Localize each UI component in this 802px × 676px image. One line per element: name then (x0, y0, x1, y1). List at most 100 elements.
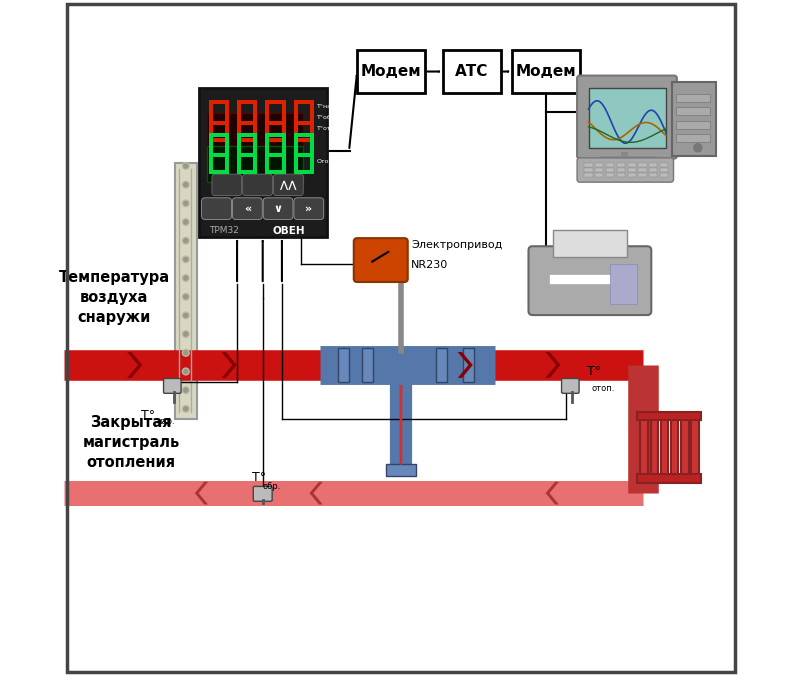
Circle shape (182, 163, 189, 170)
FancyBboxPatch shape (660, 163, 668, 167)
FancyBboxPatch shape (606, 168, 614, 172)
FancyBboxPatch shape (354, 238, 407, 282)
FancyBboxPatch shape (577, 158, 674, 182)
FancyBboxPatch shape (294, 153, 314, 158)
FancyBboxPatch shape (650, 174, 658, 177)
Polygon shape (195, 482, 208, 504)
FancyBboxPatch shape (209, 120, 229, 124)
FancyBboxPatch shape (310, 105, 314, 121)
FancyBboxPatch shape (265, 153, 286, 158)
Text: T°: T° (141, 409, 155, 422)
Text: Электропривод: Электропривод (411, 240, 503, 250)
FancyBboxPatch shape (691, 419, 699, 477)
Circle shape (184, 220, 188, 224)
FancyBboxPatch shape (225, 137, 229, 154)
FancyBboxPatch shape (209, 124, 213, 138)
Circle shape (182, 312, 189, 319)
FancyBboxPatch shape (294, 158, 298, 171)
Circle shape (182, 406, 189, 412)
FancyBboxPatch shape (294, 137, 314, 141)
Text: Т°отоп.: Т°отоп. (317, 126, 341, 131)
FancyBboxPatch shape (209, 137, 229, 141)
FancyBboxPatch shape (638, 163, 646, 167)
FancyBboxPatch shape (436, 348, 447, 382)
FancyBboxPatch shape (617, 168, 625, 172)
FancyBboxPatch shape (209, 153, 229, 158)
FancyBboxPatch shape (237, 153, 257, 158)
FancyBboxPatch shape (628, 174, 636, 177)
FancyBboxPatch shape (585, 174, 593, 177)
Circle shape (184, 314, 188, 318)
FancyBboxPatch shape (606, 163, 614, 167)
Circle shape (182, 218, 189, 225)
FancyBboxPatch shape (549, 274, 630, 284)
Text: T°: T° (586, 366, 601, 379)
FancyBboxPatch shape (265, 101, 286, 105)
Polygon shape (221, 352, 237, 378)
FancyBboxPatch shape (265, 158, 269, 171)
FancyBboxPatch shape (253, 487, 272, 502)
FancyBboxPatch shape (676, 135, 710, 143)
FancyBboxPatch shape (606, 174, 614, 177)
FancyBboxPatch shape (265, 170, 286, 174)
Text: ОВЕН: ОВЕН (272, 226, 305, 236)
Circle shape (182, 237, 189, 244)
FancyBboxPatch shape (638, 174, 646, 177)
FancyBboxPatch shape (610, 264, 637, 304)
FancyBboxPatch shape (243, 174, 273, 195)
FancyBboxPatch shape (362, 348, 373, 382)
Circle shape (182, 256, 189, 263)
FancyBboxPatch shape (225, 105, 229, 121)
FancyBboxPatch shape (676, 107, 710, 116)
Text: T°: T° (253, 471, 266, 485)
FancyBboxPatch shape (294, 198, 324, 220)
FancyBboxPatch shape (265, 120, 286, 124)
Circle shape (184, 407, 188, 411)
FancyBboxPatch shape (310, 124, 314, 138)
FancyBboxPatch shape (617, 174, 625, 177)
FancyBboxPatch shape (209, 133, 229, 137)
FancyBboxPatch shape (386, 464, 416, 477)
FancyBboxPatch shape (212, 174, 241, 195)
Circle shape (184, 351, 188, 355)
FancyBboxPatch shape (338, 348, 349, 382)
FancyBboxPatch shape (209, 137, 213, 154)
FancyBboxPatch shape (201, 198, 232, 220)
Circle shape (184, 183, 188, 187)
FancyBboxPatch shape (650, 163, 658, 167)
FancyBboxPatch shape (589, 89, 666, 148)
FancyBboxPatch shape (617, 163, 625, 167)
FancyBboxPatch shape (237, 170, 257, 174)
Text: Закрытая
магистраль
отопления: Закрытая магистраль отопления (83, 415, 180, 470)
FancyBboxPatch shape (671, 419, 678, 477)
FancyBboxPatch shape (294, 124, 298, 138)
FancyBboxPatch shape (444, 49, 500, 93)
Circle shape (184, 164, 188, 168)
FancyBboxPatch shape (282, 158, 286, 171)
FancyBboxPatch shape (164, 379, 181, 393)
FancyBboxPatch shape (209, 105, 213, 121)
FancyBboxPatch shape (561, 379, 579, 393)
FancyBboxPatch shape (253, 105, 257, 121)
FancyBboxPatch shape (661, 419, 668, 477)
FancyBboxPatch shape (282, 124, 286, 138)
FancyBboxPatch shape (265, 137, 286, 141)
Polygon shape (458, 352, 472, 378)
Circle shape (184, 239, 188, 243)
FancyBboxPatch shape (294, 170, 314, 174)
FancyBboxPatch shape (265, 105, 269, 121)
Circle shape (182, 331, 189, 337)
Polygon shape (127, 352, 142, 378)
FancyBboxPatch shape (650, 419, 658, 477)
FancyBboxPatch shape (585, 168, 593, 172)
FancyBboxPatch shape (638, 168, 646, 172)
FancyBboxPatch shape (233, 198, 262, 220)
FancyBboxPatch shape (209, 158, 213, 171)
Text: Модем: Модем (516, 64, 577, 79)
Text: Температура
воздуха
снаружи: Температура воздуха снаружи (59, 270, 170, 325)
FancyBboxPatch shape (253, 158, 257, 171)
FancyBboxPatch shape (265, 133, 286, 137)
FancyBboxPatch shape (237, 137, 241, 154)
FancyBboxPatch shape (237, 158, 241, 171)
FancyBboxPatch shape (294, 133, 314, 137)
